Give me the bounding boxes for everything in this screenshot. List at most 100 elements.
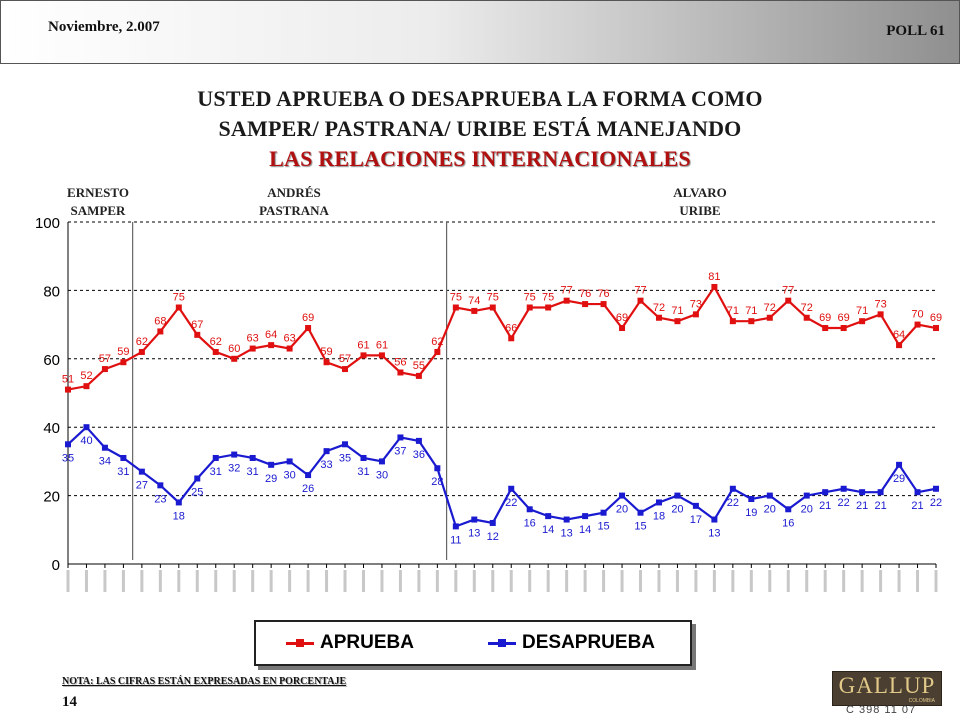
x-tick-label-placeholder	[417, 570, 421, 592]
data-label: 21	[856, 500, 868, 512]
data-point	[83, 383, 90, 390]
x-tick-label-placeholder	[509, 570, 513, 592]
data-label: 75	[524, 292, 536, 304]
data-point	[397, 369, 404, 376]
data-point	[415, 437, 422, 444]
data-point	[397, 434, 404, 441]
data-point	[766, 314, 773, 321]
logo-subtext: COLOMBIA	[908, 698, 935, 704]
data-label: 35	[339, 452, 351, 464]
header-bar: Noviembre, 2.007 POLL 61	[0, 0, 960, 64]
x-tick-label-placeholder	[398, 570, 402, 592]
data-label: 13	[468, 528, 480, 540]
data-point	[766, 492, 773, 499]
x-tick-label-placeholder	[251, 570, 255, 592]
data-label: 66	[505, 322, 517, 334]
data-label: 31	[247, 466, 259, 478]
data-label: 31	[210, 466, 222, 478]
x-tick-label-placeholder	[528, 570, 532, 592]
data-label: 69	[302, 312, 314, 324]
x-tick-label-placeholder	[879, 570, 883, 592]
data-label: 20	[764, 504, 776, 516]
data-point	[840, 325, 847, 332]
data-point	[305, 325, 312, 332]
data-point	[101, 366, 108, 373]
x-tick-label-placeholder	[897, 570, 901, 592]
data-label: 62	[136, 336, 148, 348]
data-point	[785, 506, 792, 513]
data-point	[378, 458, 385, 465]
data-point	[101, 444, 108, 451]
x-tick-label-placeholder	[823, 570, 827, 592]
x-tick-label-placeholder	[195, 570, 199, 592]
data-point	[729, 318, 736, 325]
data-point	[582, 513, 589, 520]
x-tick-label-placeholder	[860, 570, 864, 592]
data-point	[175, 499, 182, 506]
data-point	[194, 331, 201, 338]
data-point	[286, 345, 293, 352]
president-lastname: PASTRANA	[259, 203, 329, 218]
poll-number: POLL 61	[886, 23, 945, 39]
data-point	[545, 513, 552, 520]
data-label: 17	[690, 514, 702, 526]
x-tick-label-placeholder	[602, 570, 606, 592]
legend-desaprueba-label: DESAPRUEBA	[522, 632, 656, 653]
data-point	[526, 506, 533, 513]
data-label: 63	[283, 333, 295, 345]
x-tick-label-placeholder	[158, 570, 162, 592]
data-label: 22	[930, 497, 942, 509]
data-point	[489, 519, 496, 526]
data-label: 56	[394, 356, 406, 368]
data-point	[231, 355, 238, 362]
report-date: Noviembre, 2.007	[48, 19, 160, 35]
president-label-samper: ERNESTO SAMPER	[58, 184, 138, 220]
data-label: 22	[727, 497, 739, 509]
data-label: 16	[782, 517, 794, 529]
x-tick-label-placeholder	[657, 570, 661, 592]
data-label: 77	[634, 285, 646, 297]
data-label: 69	[819, 312, 831, 324]
x-tick-label-placeholder	[84, 570, 88, 592]
data-point	[711, 283, 718, 290]
x-tick-label-placeholder	[140, 570, 144, 592]
legend-aprueba-marker	[286, 639, 314, 647]
y-tick-label: 80	[43, 283, 60, 300]
data-label: 21	[819, 500, 831, 512]
data-point	[619, 325, 626, 332]
data-label: 71	[856, 305, 868, 317]
data-label: 74	[468, 295, 480, 307]
data-point	[619, 492, 626, 499]
x-tick-label-placeholder	[805, 570, 809, 592]
data-label: 18	[653, 510, 665, 522]
x-tick-label-placeholder	[749, 570, 753, 592]
data-label: 62	[431, 336, 443, 348]
data-point	[305, 472, 312, 479]
president-lastname: URIBE	[679, 203, 721, 218]
data-label: 62	[210, 336, 222, 348]
data-point	[175, 304, 182, 311]
data-label: 22	[838, 497, 850, 509]
data-label: 75	[450, 292, 462, 304]
x-tick-label-placeholder	[361, 570, 365, 592]
data-label: 37	[394, 445, 406, 457]
data-point	[896, 461, 903, 468]
data-label: 59	[117, 346, 129, 358]
data-label: 26	[302, 483, 314, 495]
data-label: 71	[671, 305, 683, 317]
data-point	[508, 335, 515, 342]
data-label: 34	[99, 456, 111, 468]
y-tick-label: 0	[52, 557, 60, 574]
data-point	[452, 304, 459, 311]
data-point	[914, 321, 921, 328]
data-label: 31	[117, 466, 129, 478]
x-tick-label-placeholder	[177, 570, 181, 592]
x-tick-label-placeholder	[288, 570, 292, 592]
data-label: 55	[413, 360, 425, 372]
data-point	[692, 502, 699, 509]
data-point	[914, 489, 921, 496]
data-label: 20	[801, 504, 813, 516]
x-tick-label-placeholder	[103, 570, 107, 592]
x-tick-label-placeholder	[546, 570, 550, 592]
data-label: 40	[80, 435, 92, 447]
